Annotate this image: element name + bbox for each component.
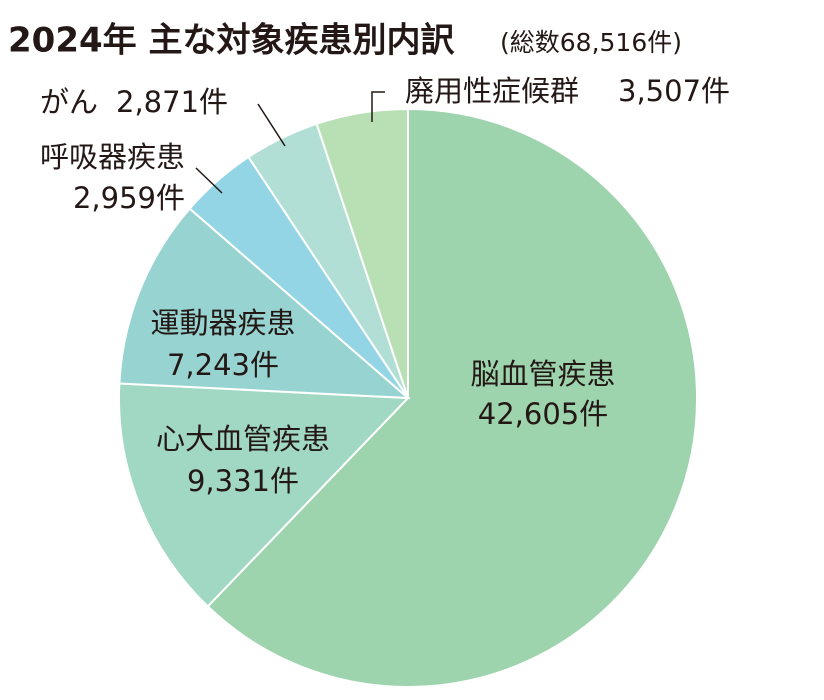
value-label: 3,507件 <box>618 74 730 108</box>
chart-title: 2024年 主な対象疾患別内訳 <box>8 21 455 61</box>
slice-label: 運動器疾患 <box>150 306 295 340</box>
value-label: 2,871件 <box>116 85 228 119</box>
pie-slice <box>206 107 698 688</box>
slice-label: 廃用性症候群 <box>405 74 579 108</box>
leader-line <box>195 167 223 194</box>
value-label: 42,605件 <box>478 397 608 431</box>
slice-label: がん <box>40 85 98 119</box>
pie <box>118 107 698 688</box>
value-label: 2,959件 <box>73 181 185 215</box>
slice-label: 脳血管疾患 <box>470 357 615 391</box>
pie-slice <box>118 382 411 608</box>
slice-label: 呼吸器疾患 <box>40 140 185 174</box>
leader-line <box>371 91 385 122</box>
leader-line <box>257 103 286 147</box>
slice-label: 心大血管疾患 <box>156 422 330 456</box>
chart-subtitle: (総数68,516件) <box>500 28 682 57</box>
value-label: 9,331件 <box>187 464 299 498</box>
pie-slice <box>118 207 411 400</box>
pie-slice <box>315 107 409 399</box>
value-label: 7,243件 <box>167 348 279 382</box>
